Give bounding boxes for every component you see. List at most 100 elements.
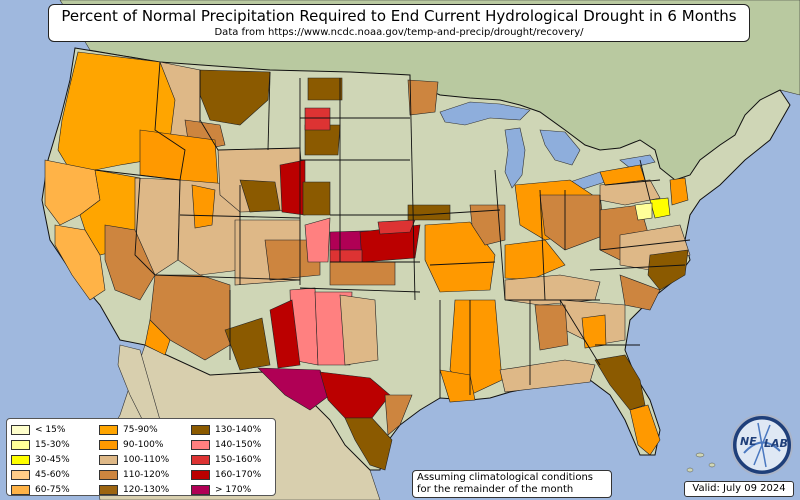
region-lower-miss xyxy=(449,299,503,396)
legend-label: 150-160% xyxy=(215,454,262,465)
region-illinois-brown xyxy=(469,204,506,246)
legend-label: 45-60% xyxy=(35,469,70,480)
legend-swatch xyxy=(191,469,210,480)
map-title: Percent of Normal Precipitation Required… xyxy=(61,7,737,25)
climatology-note: Assuming climatological conditions for t… xyxy=(412,470,612,498)
region-texas-crimson xyxy=(257,367,331,411)
legend-swatch xyxy=(191,484,210,495)
region-carolina-brown xyxy=(647,249,689,291)
legend-swatch xyxy=(11,424,30,435)
lake-michigan xyxy=(504,127,526,189)
region-colorado-brown xyxy=(302,181,331,216)
region-colorado-pink xyxy=(304,217,331,263)
legend-label: 130-140% xyxy=(215,424,262,435)
region-texas-red-west xyxy=(269,299,301,369)
legend-label: 160-170% xyxy=(215,469,262,480)
region-arizona-south xyxy=(144,319,171,356)
region-texas-south-brown xyxy=(344,417,393,471)
legend-label: 90-100% xyxy=(123,439,164,450)
region-alabama-brown xyxy=(534,304,569,351)
legend-label: 75-90% xyxy=(123,424,158,435)
region-texas-east-brown xyxy=(384,394,413,436)
logo-text: NE xyxy=(740,435,757,448)
legend-item: 30-45% xyxy=(11,452,70,467)
region-maryland-pale xyxy=(634,202,653,221)
legend-label: 60-75% xyxy=(35,484,70,495)
region-maryland-yellow xyxy=(649,197,671,219)
legend-column-2: 75-90% 90-100% 100-110% 110-120% 120-130… xyxy=(99,422,169,497)
legend-swatch xyxy=(11,484,30,495)
region-gulf-coast-tan xyxy=(499,359,596,393)
legend-swatch xyxy=(99,454,118,465)
legend-item: < 15% xyxy=(11,422,70,437)
region-minnesota-tan xyxy=(407,79,439,116)
legend-item: 110-120% xyxy=(99,467,169,482)
region-iowa-brown xyxy=(407,204,451,221)
region-dakota-red xyxy=(304,107,331,131)
drought-regions xyxy=(44,51,691,471)
region-gulf-coast-orange xyxy=(439,369,476,403)
legend-item: > 170% xyxy=(191,482,261,497)
region-florida-south xyxy=(629,404,661,456)
legend-item: 60-75% xyxy=(11,482,70,497)
region-kansas-pink xyxy=(329,249,363,263)
legend-label: > 170% xyxy=(215,484,252,495)
lake-ontario xyxy=(619,154,656,169)
legend-item: 150-160% xyxy=(191,452,261,467)
legend-label: 110-120% xyxy=(123,469,170,480)
legend-swatch xyxy=(11,469,30,480)
legend-item: 160-170% xyxy=(191,467,261,482)
legend-label: 140-150% xyxy=(215,439,262,450)
legend-item: 130-140% xyxy=(191,422,261,437)
bahamas xyxy=(686,452,716,473)
region-ne-coast-orange xyxy=(669,177,689,206)
legend-item: 75-90% xyxy=(99,422,169,437)
region-wyoming-brown xyxy=(239,179,281,213)
region-kansas-brown xyxy=(329,261,396,286)
region-north-dakota-brown xyxy=(307,77,343,101)
legend-swatch xyxy=(99,484,118,495)
legend-label: 30-45% xyxy=(35,454,70,465)
legend-item: 100-110% xyxy=(99,452,169,467)
region-california-desert xyxy=(104,224,156,301)
legend-label: 120-130% xyxy=(123,484,170,495)
region-carolina-orange xyxy=(619,274,661,311)
legend-item: 15-30% xyxy=(11,437,70,452)
legend-column-1: < 15% 15-30% 30-45% 45-60% 60-75% xyxy=(11,422,70,497)
legend-swatch xyxy=(11,454,30,465)
legend-swatch xyxy=(191,454,210,465)
legend-swatch xyxy=(11,439,30,450)
region-california-south xyxy=(54,224,106,301)
legend-label: 15-30% xyxy=(35,439,70,450)
region-ohio-valley xyxy=(504,239,566,281)
title-box: Percent of Normal Precipitation Required… xyxy=(48,4,750,42)
legend-swatch xyxy=(99,424,118,435)
legend-column-3: 130-140% 140-150% 150-160% 160-170% > 17… xyxy=(191,422,261,497)
region-new-mexico-brown xyxy=(224,317,271,371)
note-line-1: Assuming climatological conditions xyxy=(417,472,593,483)
legend-swatch xyxy=(191,424,210,435)
region-ohio-brown xyxy=(539,194,606,251)
region-colorado-sw xyxy=(264,239,321,281)
legend-label: 100-110% xyxy=(123,454,170,465)
legend-label: < 15% xyxy=(35,424,66,435)
lake-superior xyxy=(439,101,531,126)
lake-huron xyxy=(539,129,581,166)
region-utah-orange xyxy=(191,184,216,229)
region-nebraska-pink xyxy=(377,219,416,235)
region-tennessee-tan xyxy=(504,274,601,306)
legend-item: 140-150% xyxy=(191,437,261,452)
nexlab-logo-icon: NE LAB xyxy=(731,414,793,476)
map-subtitle: Data from https://www.ncdc.noaa.gov/temp… xyxy=(214,27,584,38)
legend-item: 120-130% xyxy=(99,482,169,497)
region-florida-brown xyxy=(594,354,646,411)
legend-swatch xyxy=(99,439,118,450)
valid-date: Valid: July 09 2024 xyxy=(684,481,794,497)
legend-item: 90-100% xyxy=(99,437,169,452)
legend-swatch xyxy=(99,469,118,480)
legend: < 15% 15-30% 30-45% 45-60% 60-75% 75-90%… xyxy=(6,418,276,496)
logo-text-2: LAB xyxy=(764,437,788,450)
state-boundaries xyxy=(94,61,691,398)
